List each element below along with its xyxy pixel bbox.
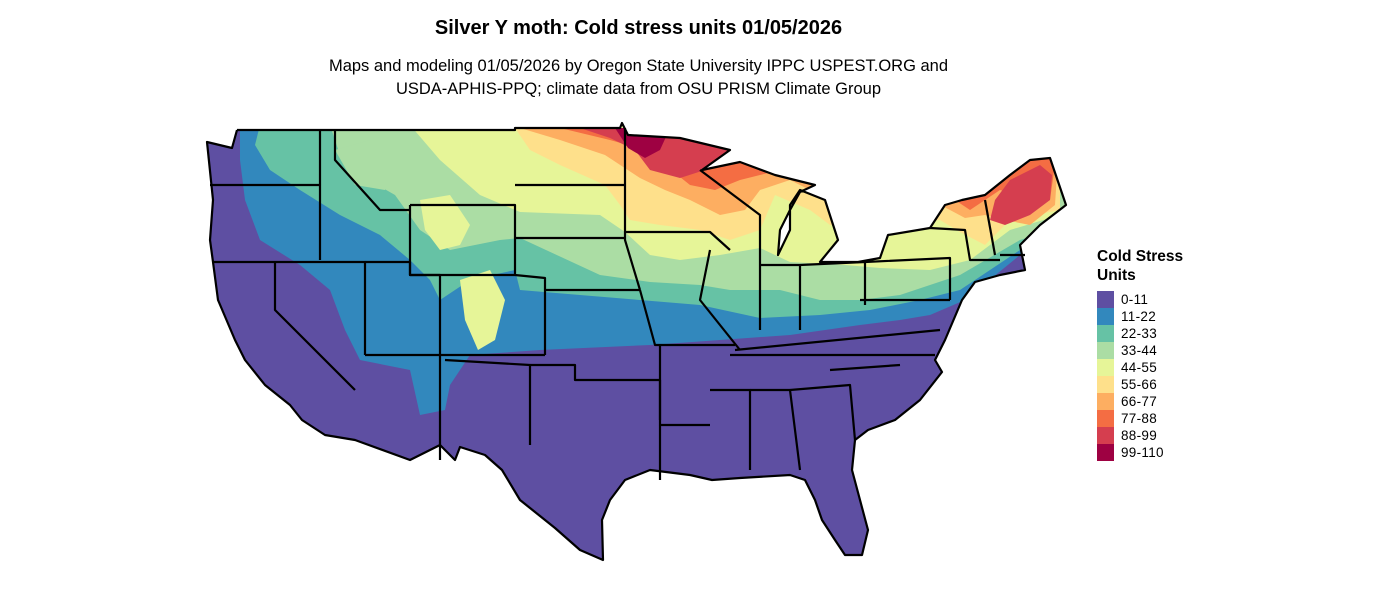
state-border — [983, 199, 997, 256]
legend-swatch — [1097, 342, 1114, 359]
state-border — [444, 358, 532, 445]
legend-swatch — [1097, 376, 1114, 393]
legend-item: 44-55 — [1097, 359, 1227, 376]
legend-item: 22-33 — [1097, 325, 1227, 342]
legend-label: 99-110 — [1121, 445, 1164, 460]
legend-item: 33-44 — [1097, 342, 1227, 359]
state-border — [514, 273, 547, 355]
legend-label: 77-88 — [1121, 411, 1158, 426]
legend-label: 55-66 — [1121, 377, 1158, 392]
state-border — [273, 262, 356, 391]
legend-swatch — [1097, 393, 1114, 410]
state-border — [698, 249, 741, 351]
legend: Cold Stress Units 0-11 11-22 22-33 33-44 44-… — [1097, 247, 1227, 461]
state-border — [929, 226, 1000, 262]
legend-title-line-1: Cold Stress — [1097, 248, 1184, 265]
legend-title: Cold Stress Units — [1097, 247, 1227, 285]
zone-88-99-northeast — [990, 165, 1052, 225]
zone-33-44-idaho — [335, 140, 395, 190]
state-border — [734, 328, 941, 352]
legend-item: 11-22 — [1097, 308, 1227, 325]
legend-label: 44-55 — [1121, 360, 1158, 375]
legend-swatch — [1097, 308, 1114, 325]
legend-swatch — [1097, 359, 1114, 376]
state-border — [829, 363, 901, 372]
legend-items: 0-11 11-22 22-33 33-44 44-55 55-66 66-77 77-88 8… — [1097, 291, 1227, 461]
zone-44-55-colorado — [460, 270, 505, 350]
state-border — [638, 289, 735, 347]
legend-swatch — [1097, 427, 1114, 444]
legend-item: 99-110 — [1097, 444, 1227, 461]
legend-swatch — [1097, 410, 1114, 427]
map-subtitle: Maps and modeling 01/05/2026 by Oregon S… — [0, 55, 1277, 101]
state-border — [864, 256, 952, 300]
subtitle-line-2: USDA-APHIS-PPQ; climate data from OSU PR… — [395, 80, 882, 98]
legend-swatch — [1097, 325, 1114, 342]
legend-item: 55-66 — [1097, 376, 1227, 393]
us-outline — [205, 121, 1068, 562]
legend-item: 88-99 — [1097, 427, 1227, 444]
legend-label: 88-99 — [1121, 428, 1158, 443]
state-border — [789, 383, 857, 441]
legend-item: 0-11 — [1097, 291, 1227, 308]
legend-label: 11-22 — [1121, 309, 1157, 324]
subtitle-line-1: Maps and modeling 01/05/2026 by Oregon S… — [328, 57, 949, 75]
legend-swatch — [1097, 444, 1114, 461]
map-title: Silver Y moth: Cold stress units 01/05/2… — [434, 17, 843, 39]
state-border — [625, 230, 731, 251]
state-border — [333, 130, 410, 212]
state-border — [699, 169, 762, 250]
zone-44-55-rockies — [420, 195, 470, 250]
legend-label: 22-33 — [1121, 326, 1158, 341]
legend-item: 77-88 — [1097, 410, 1227, 427]
legend-label: 33-44 — [1121, 343, 1158, 358]
legend-label: 0-11 — [1121, 292, 1149, 307]
legend-swatch — [1097, 291, 1114, 308]
legend-label: 66-77 — [1121, 394, 1158, 409]
legend-title-line-2: Units — [1097, 267, 1136, 284]
state-border — [623, 128, 642, 291]
legend-item: 66-77 — [1097, 393, 1227, 410]
